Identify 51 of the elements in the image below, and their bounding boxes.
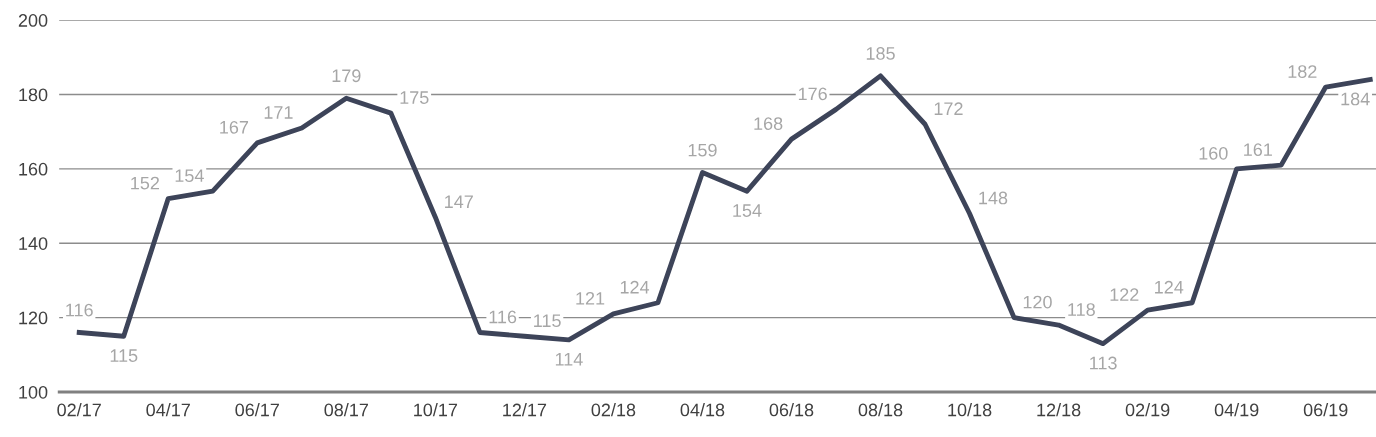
data-label: 118 [1068,303,1095,316]
data-label: 175 [400,91,429,104]
data-label: 161 [1244,143,1272,157]
x-tick-label: 04/19 [1214,403,1259,417]
data-label: 176 [798,87,827,101]
data-label: 185 [866,47,895,60]
y-tick-label: 180 [19,88,48,102]
data-label: 159 [688,143,717,157]
x-tick-label: 06/19 [1303,403,1348,417]
y-tick-label: 160 [19,162,48,176]
y-tick-label: 200 [18,14,48,27]
data-label: 122 [1110,288,1139,301]
x-tick-label: 02/18 [591,403,636,417]
data-label: 172 [934,102,963,115]
data-label: 184 [1341,92,1370,106]
x-tick-label: 06/18 [769,403,814,417]
data-label: 115 [534,314,561,328]
data-label: 168 [754,117,783,130]
data-label: 167 [220,120,249,134]
x-tick-label: 08/18 [858,403,903,417]
y-tick-label: 120 [19,311,48,325]
data-label: 154 [733,204,762,217]
data-label: 182 [1288,65,1317,78]
data-label: 171 [264,106,293,119]
x-tick-label: 12/17 [503,403,547,417]
data-label: 160 [1199,146,1228,160]
data-label: 124 [620,280,650,294]
data-label: 116 [66,303,93,317]
data-label: 121 [576,291,605,305]
x-tick-label: 02/17 [57,403,101,417]
data-label: 179 [332,69,361,83]
data-label: 116 [489,310,517,324]
x-tick-label: 08/17 [324,403,368,417]
data-label: 154 [175,169,204,183]
y-tick-label: 140 [19,237,48,250]
x-tick-label: 02/19 [1125,403,1170,417]
data-label: 124 [1155,280,1184,294]
data-label: 120 [1023,295,1052,309]
data-label: 114 [555,353,583,366]
data-label: 152 [131,176,159,190]
x-tick-label: 10/17 [414,403,458,417]
data-label: 113 [1090,356,1117,370]
x-tick-label: 04/17 [146,403,190,417]
x-tick-label: 10/18 [948,403,992,417]
data-label: 147 [445,195,473,208]
x-tick-label: 12/18 [1037,403,1081,417]
x-tick-label: 06/17 [235,403,279,417]
x-tick-label: 04/18 [680,403,725,417]
y-tick-label: 100 [19,385,48,399]
data-label: 148 [979,191,1008,205]
data-label: 115 [110,349,138,362]
